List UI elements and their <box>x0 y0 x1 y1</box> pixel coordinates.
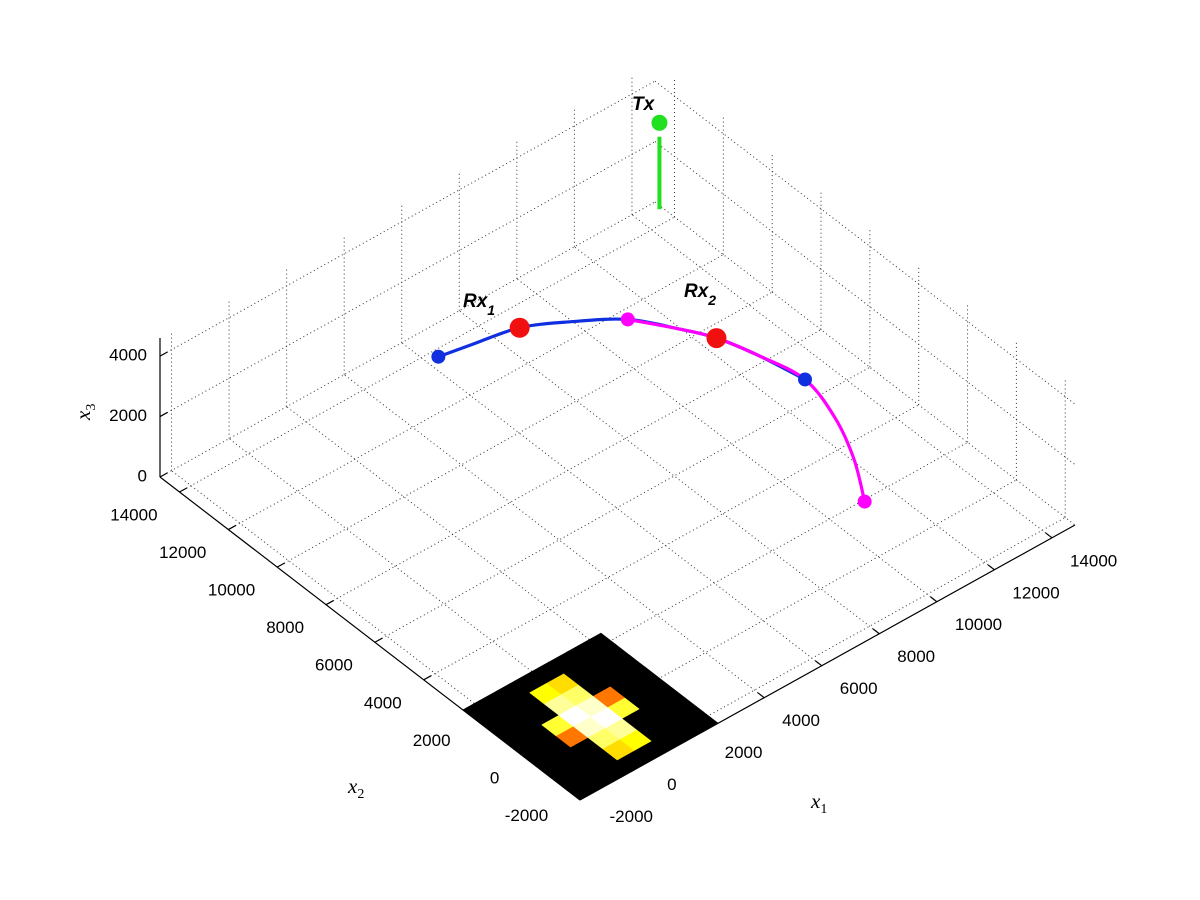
z-tick-label: 4000 <box>109 346 147 365</box>
endpoint-marker <box>620 312 635 327</box>
y-tick-label: 4000 <box>364 693 402 712</box>
grid-line <box>159 201 656 478</box>
grid-line <box>654 80 1076 405</box>
grid-line <box>159 141 656 418</box>
grid-line <box>631 214 1053 539</box>
grid-line <box>654 201 1076 526</box>
z-axis-label: x3 <box>71 404 99 421</box>
x-tick-mark <box>930 596 938 603</box>
x-tick-label: 12000 <box>1012 583 1059 602</box>
x-tick-mark <box>815 660 823 667</box>
rx-label: Rx2 <box>684 281 716 308</box>
heatmap-layer <box>462 632 719 801</box>
grid-line <box>458 310 880 635</box>
rx-label-sub: 2 <box>707 292 716 308</box>
grid-line <box>401 342 823 667</box>
y-axis-label: x2 <box>347 774 364 802</box>
y-tick-mark <box>276 562 285 568</box>
grid-line <box>325 329 822 606</box>
x-tick-label: -2000 <box>610 807 653 826</box>
z-axis-label-base: x <box>71 410 95 421</box>
x-axis-label-sub: 1 <box>820 802 827 817</box>
grid-line <box>654 141 1076 465</box>
y-tick-label: 14000 <box>110 506 157 525</box>
y-tick-mark <box>325 600 334 606</box>
z-axis-label-sub: 3 <box>84 404 99 411</box>
x-tick-label: 14000 <box>1070 551 1117 570</box>
y-tick-mark <box>374 637 383 643</box>
grid-line <box>179 216 675 493</box>
x-tick-label: 4000 <box>782 711 820 730</box>
y-tick-mark <box>423 675 432 681</box>
y-axis-label-sub: 2 <box>357 787 364 802</box>
x-tick-label: 8000 <box>897 647 935 666</box>
x-tick-label: 10000 <box>955 615 1002 634</box>
grid-line <box>423 404 919 681</box>
rx-label-base: Rx <box>463 291 489 312</box>
data-layer <box>431 114 872 509</box>
x-axis-label: x1 <box>810 789 827 817</box>
endpoint-marker <box>798 372 812 387</box>
endpoint-marker <box>857 494 872 509</box>
grid-line <box>574 246 995 571</box>
x-tick-label: 0 <box>667 775 676 794</box>
tx-label: Tx <box>632 94 656 115</box>
grid-layer <box>159 75 1076 795</box>
receiver-marker <box>509 317 530 338</box>
z-tick-label: 2000 <box>109 406 147 425</box>
x-axis-label-base: x <box>810 789 821 813</box>
y-tick-label: -2000 <box>505 806 548 825</box>
trajectory-line <box>626 317 867 504</box>
grid-line <box>343 374 765 699</box>
receiver-marker <box>706 328 727 349</box>
grid-line <box>159 80 656 357</box>
x-tick-mark <box>757 692 765 699</box>
y-tick-label: 6000 <box>315 656 353 675</box>
x-tick-mark <box>987 564 995 571</box>
x-tick-label: 2000 <box>725 743 763 762</box>
transmitter-marker <box>651 114 668 131</box>
trajectory-line <box>436 317 807 382</box>
z-tick-mark <box>159 472 168 478</box>
z-tick-label: 0 <box>138 466 147 485</box>
z-tick-mark <box>159 351 168 357</box>
x-tick-mark <box>1045 532 1053 539</box>
rx-label-sub: 1 <box>487 302 495 318</box>
y-axis-label-base: x <box>347 774 358 798</box>
y-tick-mark <box>228 524 237 531</box>
x-tick-label: 6000 <box>840 679 878 698</box>
y-tick-label: 8000 <box>266 618 304 637</box>
z-tick-mark <box>159 411 168 418</box>
grid-line <box>374 366 871 643</box>
rx-label: Rx1 <box>463 291 495 318</box>
x-tick-mark <box>872 628 880 635</box>
y-tick-label: 12000 <box>159 543 206 562</box>
rx-label-base: Rx <box>684 281 710 302</box>
y-tick-label: 0 <box>490 768 499 787</box>
y-tick-label: 10000 <box>208 581 255 600</box>
endpoint-marker <box>431 349 446 364</box>
grid-line <box>516 278 938 603</box>
y-tick-mark <box>179 487 188 493</box>
y-tick-label: 2000 <box>413 731 451 750</box>
heatmap-cell <box>583 632 617 655</box>
